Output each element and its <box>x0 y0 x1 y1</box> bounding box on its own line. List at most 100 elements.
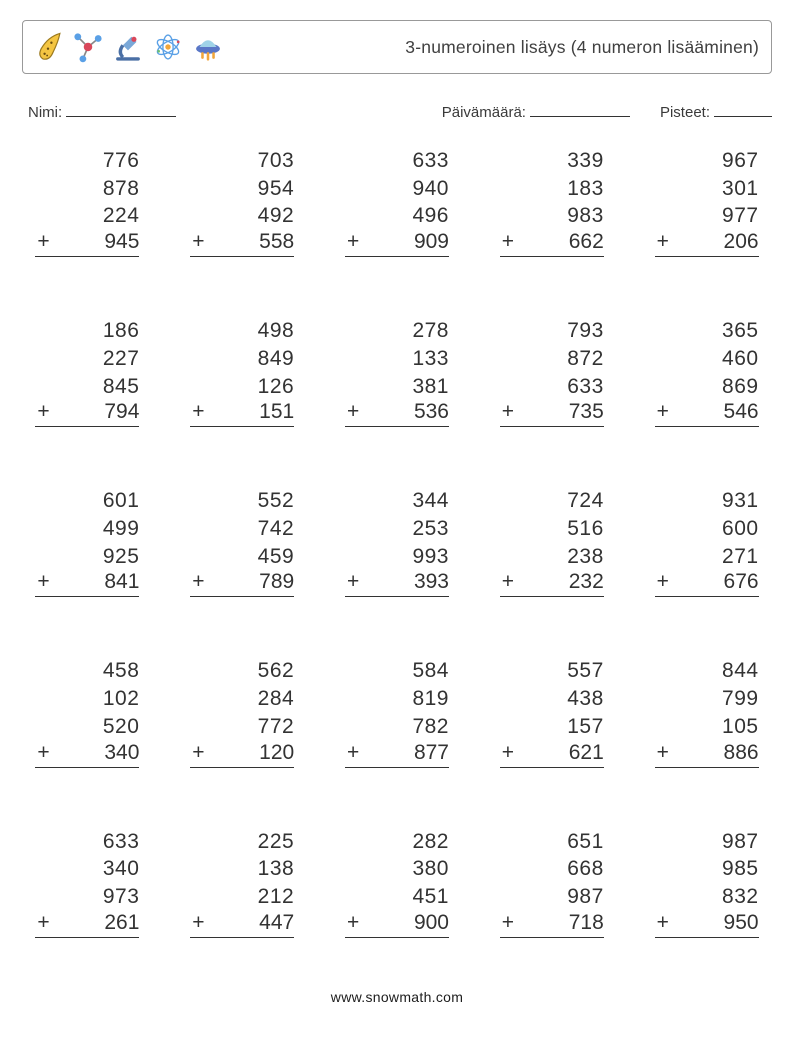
addend: 458 <box>103 657 140 685</box>
addend: 206 <box>724 230 759 254</box>
addend: 909 <box>414 230 449 254</box>
addition-problem: 344253993+393 <box>345 487 449 621</box>
addend: 102 <box>103 685 140 713</box>
addend: 253 <box>412 515 449 543</box>
operator: + <box>345 570 359 594</box>
addend: 776 <box>103 147 140 175</box>
addition-problem: 498849126+151 <box>190 317 294 451</box>
addend: 772 <box>258 713 295 741</box>
date-blank[interactable] <box>530 102 630 117</box>
addition-problem: 844799105+886 <box>655 657 759 791</box>
addition-problem: 552742459+789 <box>190 487 294 621</box>
addend: 993 <box>412 543 449 571</box>
addend: 225 <box>258 828 295 856</box>
addend: 381 <box>412 373 449 401</box>
addend: 459 <box>258 543 295 571</box>
addend: 662 <box>569 230 604 254</box>
addend: 224 <box>103 202 140 230</box>
addend: 212 <box>258 883 295 911</box>
worksheet-title: 3-numeroinen lisäys (4 numeron lisäämine… <box>405 37 759 58</box>
addend: 516 <box>567 515 604 543</box>
last-addend-row: +900 <box>345 911 449 938</box>
addition-problem: 967301977+206 <box>655 147 759 281</box>
addend: 138 <box>258 855 295 883</box>
addend: 232 <box>569 570 604 594</box>
addend: 520 <box>103 713 140 741</box>
molecule-icon <box>71 30 105 64</box>
last-addend-row: +950 <box>655 911 759 938</box>
addend: 183 <box>567 175 604 203</box>
addend: 120 <box>259 741 294 765</box>
addend: 562 <box>258 657 295 685</box>
addition-problem: 651668987+718 <box>500 828 604 962</box>
last-addend-row: +718 <box>500 911 604 938</box>
header-icons <box>31 30 225 64</box>
operator: + <box>655 911 669 935</box>
addend: 793 <box>567 317 604 345</box>
addend: 552 <box>258 487 295 515</box>
last-addend-row: +120 <box>190 741 294 768</box>
microscope-icon <box>111 30 145 64</box>
footer-url: www.snowmath.com <box>0 989 794 1005</box>
addend: 584 <box>412 657 449 685</box>
addend: 393 <box>414 570 449 594</box>
addend: 546 <box>724 400 759 424</box>
addend: 157 <box>567 713 604 741</box>
score-label: Pisteet: <box>660 104 710 121</box>
addend: 380 <box>412 855 449 883</box>
addition-problem: 339183983+662 <box>500 147 604 281</box>
addition-problem: 557438157+621 <box>500 657 604 791</box>
addend: 782 <box>412 713 449 741</box>
addition-problem: 562284772+120 <box>190 657 294 791</box>
name-blank[interactable] <box>66 102 176 117</box>
addend: 633 <box>412 147 449 175</box>
operator: + <box>345 400 359 424</box>
addend: 496 <box>412 202 449 230</box>
last-addend-row: +621 <box>500 741 604 768</box>
addend: 950 <box>724 911 759 935</box>
addend: 133 <box>412 345 449 373</box>
operator: + <box>190 570 204 594</box>
addend: 558 <box>259 230 294 254</box>
addend: 126 <box>258 373 295 401</box>
last-addend-row: +794 <box>35 400 139 427</box>
addend: 886 <box>724 741 759 765</box>
addition-problem: 584819782+877 <box>345 657 449 791</box>
addend: 877 <box>414 741 449 765</box>
score-blank[interactable] <box>714 102 772 117</box>
operator: + <box>500 400 514 424</box>
addition-problem: 633940496+909 <box>345 147 449 281</box>
last-addend-row: +340 <box>35 741 139 768</box>
addition-problem: 458102520+340 <box>35 657 139 791</box>
addend: 676 <box>724 570 759 594</box>
addend: 844 <box>722 657 759 685</box>
addend: 872 <box>567 345 604 373</box>
addend: 284 <box>258 685 295 713</box>
operator: + <box>35 911 49 935</box>
addend: 557 <box>567 657 604 685</box>
addend: 600 <box>722 515 759 543</box>
last-addend-row: +393 <box>345 570 449 597</box>
addend: 186 <box>103 317 140 345</box>
addend: 983 <box>567 202 604 230</box>
last-addend-row: +909 <box>345 230 449 257</box>
last-addend-row: +735 <box>500 400 604 427</box>
operator: + <box>190 911 204 935</box>
operator: + <box>655 400 669 424</box>
addition-problem: 931600271+676 <box>655 487 759 621</box>
addend: 849 <box>258 345 295 373</box>
addition-problem: 776878224+945 <box>35 147 139 281</box>
operator: + <box>655 230 669 254</box>
addend: 151 <box>259 400 294 424</box>
addend: 869 <box>722 373 759 401</box>
operator: + <box>190 230 204 254</box>
addition-problem: 987985832+950 <box>655 828 759 962</box>
addend: 227 <box>103 345 140 373</box>
addition-problem: 225138212+447 <box>190 828 294 962</box>
addend: 498 <box>258 317 295 345</box>
operator: + <box>655 741 669 765</box>
addition-problem: 633340973+261 <box>35 828 139 962</box>
addition-problem: 793872633+735 <box>500 317 604 451</box>
addend: 931 <box>722 487 759 515</box>
addend: 742 <box>258 515 295 543</box>
